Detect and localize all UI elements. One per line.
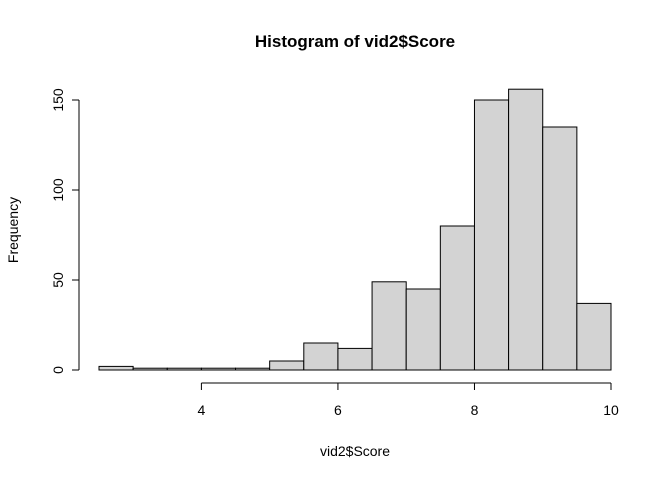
y-tick-label-50: 50 bbox=[50, 272, 66, 288]
x-tick-label-10: 10 bbox=[603, 402, 619, 418]
y-tick-label-100: 100 bbox=[50, 178, 66, 202]
histogram-bar-14 bbox=[576, 302, 612, 371]
y-axis-label: Frequency bbox=[5, 197, 21, 263]
histogram-bar-6 bbox=[303, 342, 339, 371]
histogram-bar-3 bbox=[200, 367, 237, 371]
histogram-bar-13 bbox=[542, 126, 578, 371]
histogram-bar-8 bbox=[371, 281, 407, 371]
y-tick-label-150: 150 bbox=[50, 88, 66, 112]
histogram-bar-4 bbox=[235, 367, 271, 371]
x-tick-label-4: 4 bbox=[198, 402, 206, 418]
histogram-bar-9 bbox=[405, 288, 441, 371]
histogram-bar-1 bbox=[132, 367, 168, 371]
chart-title: Histogram of vid2$Score bbox=[255, 32, 455, 51]
histogram-bar-11 bbox=[473, 99, 510, 371]
histogram-bar-0 bbox=[98, 365, 134, 371]
bars-group bbox=[98, 88, 612, 371]
x-axis-label: vid2$Score bbox=[320, 443, 390, 459]
histogram-bar-7 bbox=[337, 347, 373, 371]
y-tick-label-0: 0 bbox=[50, 366, 66, 374]
histogram-bar-10 bbox=[439, 225, 475, 371]
histogram-bar-5 bbox=[269, 360, 305, 371]
histogram-bar-2 bbox=[166, 367, 202, 371]
x-tick-label-8: 8 bbox=[471, 402, 479, 418]
x-tick-label-6: 6 bbox=[334, 402, 342, 418]
histogram-bar-12 bbox=[508, 88, 544, 371]
y-axis: 0 50 100 150 bbox=[50, 88, 80, 374]
x-axis: 4 6 8 10 bbox=[198, 382, 619, 418]
